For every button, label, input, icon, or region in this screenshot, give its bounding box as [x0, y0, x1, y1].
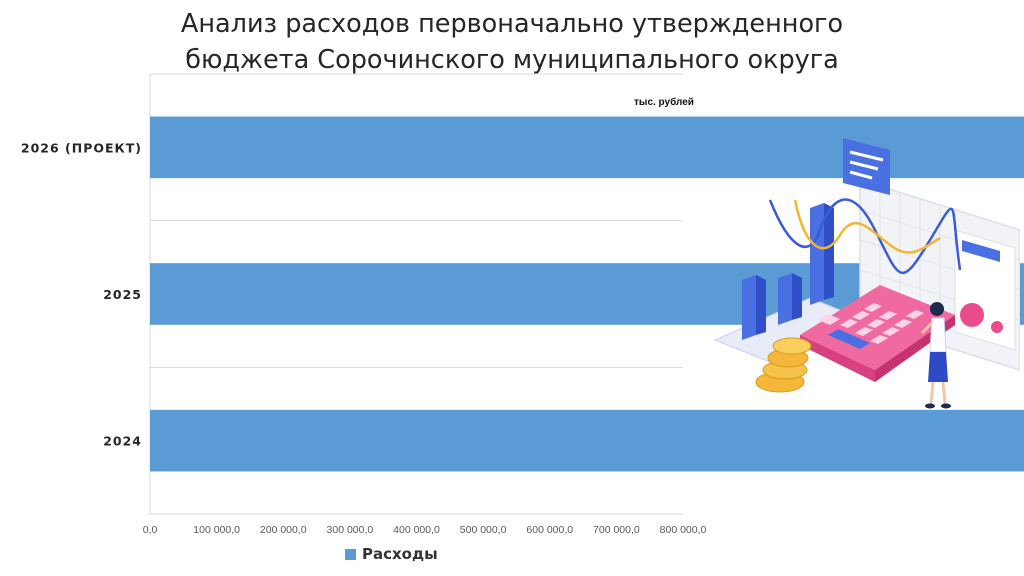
- x-tick-label: 300 000,0: [327, 524, 374, 536]
- x-tick-label: 100 000,0: [193, 524, 240, 536]
- chart-title: Анализ расходов первоначально утвержденн…: [60, 6, 964, 78]
- category-label: 2024: [103, 434, 142, 449]
- chart-title-line-1: Анализ расходов первоначально утвержденн…: [180, 9, 844, 39]
- category-label: 2025: [103, 287, 142, 302]
- unit-label: тыс. рублей: [634, 97, 694, 108]
- chart-title-line-2: бюджета Сорочинского муниципального окру…: [185, 45, 839, 75]
- x-tick-label: 0,0: [143, 524, 158, 536]
- x-tick-label: 200 000,0: [260, 524, 307, 536]
- legend-swatch: [345, 548, 356, 560]
- x-tick-label: 600 000,0: [526, 524, 573, 536]
- category-label: 2026 (ПРОЕКТ): [21, 140, 142, 155]
- legend: Расходы: [345, 545, 438, 563]
- x-tick-label: 500 000,0: [460, 524, 507, 536]
- x-tick-label: 400 000,0: [393, 524, 440, 536]
- x-tick-label: 800 000,0: [660, 524, 707, 536]
- bar: [150, 409, 1024, 472]
- finance-analytics-illustration: [713, 138, 1020, 409]
- legend-label: Расходы: [362, 545, 438, 563]
- x-tick-label: 700 000,0: [593, 524, 640, 536]
